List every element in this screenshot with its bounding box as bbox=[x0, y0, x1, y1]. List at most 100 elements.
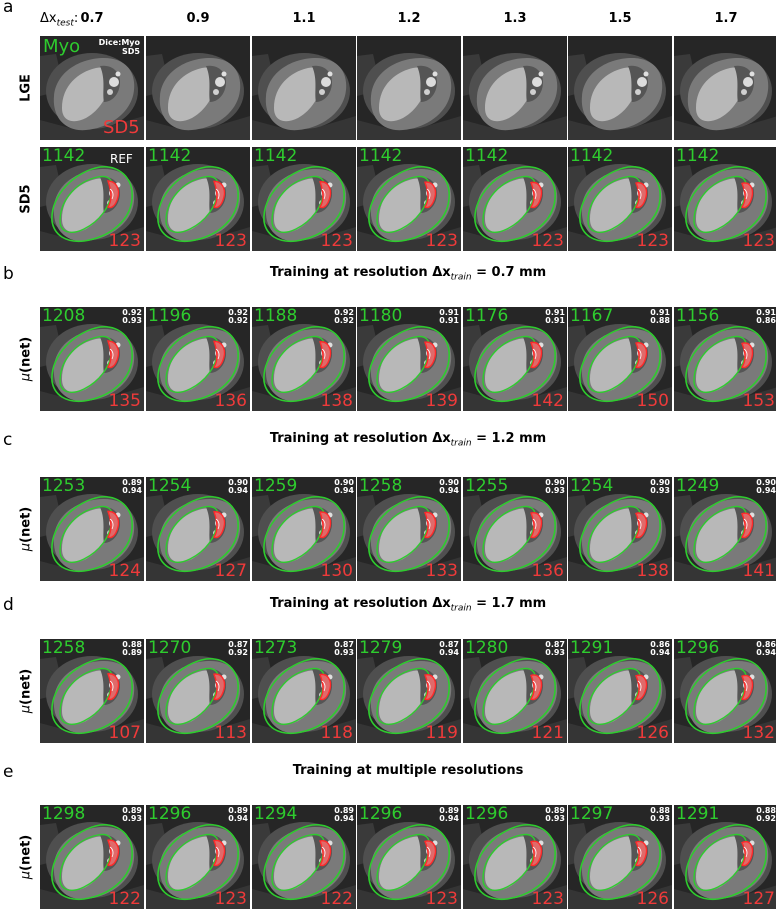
panel-letter-d: d bbox=[3, 595, 14, 615]
dice-scores: 0.87 0.94 bbox=[439, 641, 459, 657]
section-title-subscript: train bbox=[450, 438, 472, 449]
test-resolution-column-header: 0.7 bbox=[80, 11, 104, 26]
dice-myo-value: 0.87 bbox=[228, 640, 248, 649]
mri-slice-image bbox=[146, 36, 250, 140]
dice-scores: 0.88 0.92 bbox=[756, 807, 776, 823]
row-label-net: μ(net) bbox=[14, 805, 38, 909]
legend-dice-line2: SD5 bbox=[122, 47, 140, 56]
myocardium-volume-value: 1255 bbox=[465, 477, 509, 496]
dice-sd5-value: 0.93 bbox=[122, 316, 142, 325]
dice-sd5-value: 0.92 bbox=[228, 316, 248, 325]
mri-slice-image bbox=[252, 805, 356, 909]
myocardium-volume-value: 1296 bbox=[148, 805, 192, 824]
mri-slice-image bbox=[146, 805, 250, 909]
scar-volume-value: 153 bbox=[742, 391, 775, 411]
dice-scores: 0.86 0.94 bbox=[650, 641, 670, 657]
scar-volume-value: 123 bbox=[214, 889, 247, 909]
lge-image-tile bbox=[146, 36, 250, 140]
network-segmentation-tile: 1254 127 0.90 0.94 bbox=[146, 477, 250, 581]
sd5-reference-tile: 1142 123 bbox=[674, 147, 776, 251]
network-segmentation-tile: 1156 153 0.91 0.86 bbox=[674, 307, 776, 411]
scar-volume-value: 123 bbox=[742, 231, 775, 251]
row-label-mu: μ bbox=[18, 542, 34, 552]
sd5-reference-tile: 1142 123 bbox=[357, 147, 461, 251]
myocardium-volume-value: 1156 bbox=[676, 307, 720, 326]
myocardium-volume-value: 1273 bbox=[254, 639, 298, 658]
scar-volume-value: 123 bbox=[425, 231, 458, 251]
network-segmentation-tile: 1296 132 0.86 0.94 bbox=[674, 639, 776, 743]
myocardium-volume-value: 1298 bbox=[42, 805, 86, 824]
dice-sd5-value: 0.92 bbox=[228, 648, 248, 657]
scar-volume-value: 123 bbox=[108, 231, 141, 251]
mri-slice-image bbox=[40, 639, 144, 743]
section-title-prefix: Training at resolution Δx bbox=[269, 265, 451, 280]
dice-scores: 0.91 0.91 bbox=[545, 309, 565, 325]
mri-slice-image bbox=[357, 639, 461, 743]
scar-volume-value: 123 bbox=[425, 889, 458, 909]
test-resolution-column-header: 1.7 bbox=[714, 11, 738, 26]
myocardium-volume-value: 1176 bbox=[465, 307, 509, 326]
dice-myo-value: 0.88 bbox=[122, 640, 142, 649]
myocardium-volume-value: 1291 bbox=[676, 805, 720, 824]
dice-sd5-value: 0.91 bbox=[439, 316, 459, 325]
scar-volume-value: 142 bbox=[531, 391, 564, 411]
myocardium-volume-value: 1142 bbox=[359, 147, 403, 166]
row-label-sd5: SD5 bbox=[18, 184, 34, 214]
mri-slice-image bbox=[146, 147, 250, 251]
dice-scores: 0.91 0.91 bbox=[439, 309, 459, 325]
dice-myo-value: 0.90 bbox=[545, 478, 565, 487]
dice-sd5-value: 0.94 bbox=[334, 814, 354, 823]
section-title-subscript: train bbox=[450, 603, 472, 614]
dice-sd5-value: 0.94 bbox=[650, 648, 670, 657]
myocardium-volume-value: 1294 bbox=[254, 805, 298, 824]
sd5-reference-tile: 1142 123 bbox=[146, 147, 250, 251]
dice-myo-value: 0.89 bbox=[228, 806, 248, 815]
lge-image-tile bbox=[252, 36, 356, 140]
myocardium-volume-value: 1279 bbox=[359, 639, 403, 658]
myocardium-volume-value: 1297 bbox=[570, 805, 614, 824]
network-segmentation-tile: 1280 121 0.87 0.93 bbox=[463, 639, 567, 743]
scar-volume-value: 119 bbox=[425, 723, 458, 743]
scar-volume-value: 133 bbox=[425, 561, 458, 581]
myocardium-volume-value: 1167 bbox=[570, 307, 614, 326]
dice-scores: 0.87 0.93 bbox=[334, 641, 354, 657]
mri-slice-image bbox=[357, 477, 461, 581]
network-segmentation-tile: 1296 123 0.89 0.94 bbox=[146, 805, 250, 909]
dice-myo-value: 0.90 bbox=[228, 478, 248, 487]
scar-volume-value: 141 bbox=[742, 561, 775, 581]
myocardium-volume-value: 1196 bbox=[148, 307, 192, 326]
section-title-subscript: train bbox=[450, 272, 472, 283]
dice-myo-value: 0.89 bbox=[122, 806, 142, 815]
mri-slice-image bbox=[252, 36, 356, 140]
test-resolution-column-header: 1.3 bbox=[503, 11, 527, 26]
dice-myo-value: 0.86 bbox=[650, 640, 670, 649]
mri-slice-image bbox=[146, 639, 250, 743]
dice-scores: 0.91 0.86 bbox=[756, 309, 776, 325]
scar-volume-value: 126 bbox=[636, 889, 669, 909]
mri-slice-image bbox=[40, 477, 144, 581]
section-title-suffix: = 0.7 mm bbox=[471, 265, 547, 280]
dice-scores: 0.89 0.93 bbox=[122, 807, 142, 823]
dice-sd5-value: 0.93 bbox=[650, 814, 670, 823]
dice-myo-value: 0.90 bbox=[650, 478, 670, 487]
panel-letter-a: a bbox=[3, 0, 14, 17]
myocardium-volume-value: 1258 bbox=[359, 477, 403, 496]
dice-sd5-value: 0.93 bbox=[334, 648, 354, 657]
sd5-reference-tile: 1142 123 bbox=[568, 147, 672, 251]
mri-slice-image bbox=[568, 307, 672, 411]
dice-myo-value: 0.91 bbox=[439, 308, 459, 317]
network-segmentation-tile: 1253 124 0.89 0.94 bbox=[40, 477, 144, 581]
row-label-net: μ(net) bbox=[14, 639, 38, 743]
dice-myo-value: 0.88 bbox=[650, 806, 670, 815]
dice-myo-value: 0.91 bbox=[650, 308, 670, 317]
network-segmentation-tile: 1294 122 0.89 0.94 bbox=[252, 805, 356, 909]
row-label-net-text: (net) bbox=[18, 834, 34, 871]
myocardium-volume-value: 1291 bbox=[570, 639, 614, 658]
myocardium-volume-value: 1253 bbox=[42, 477, 86, 496]
mri-slice-image bbox=[40, 147, 144, 251]
dice-sd5-value: 0.93 bbox=[545, 814, 565, 823]
network-segmentation-tile: 1279 119 0.87 0.94 bbox=[357, 639, 461, 743]
test-resolution-column-header: 1.5 bbox=[608, 11, 632, 26]
myocardium-volume-value: 1142 bbox=[254, 147, 298, 166]
mri-slice-image bbox=[357, 307, 461, 411]
